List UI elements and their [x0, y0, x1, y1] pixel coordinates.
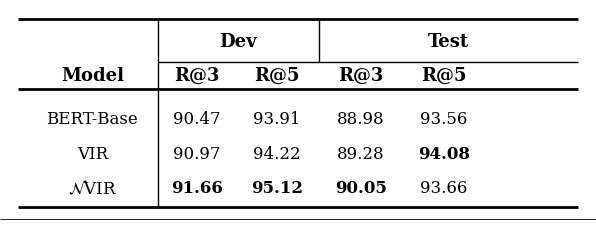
- Text: Test: Test: [428, 33, 469, 51]
- Text: 93.56: 93.56: [420, 111, 468, 128]
- Text: Model: Model: [61, 66, 124, 84]
- Text: 93.91: 93.91: [253, 111, 301, 128]
- Text: 88.98: 88.98: [337, 111, 384, 128]
- Text: BERT-Base: BERT-Base: [46, 111, 138, 128]
- Text: 90.97: 90.97: [173, 146, 221, 163]
- Text: 89.28: 89.28: [337, 146, 384, 163]
- Text: 90.05: 90.05: [334, 179, 387, 196]
- Text: 93.66: 93.66: [420, 179, 468, 196]
- Text: R@5: R@5: [254, 66, 300, 84]
- Text: R@3: R@3: [174, 66, 219, 84]
- Text: $\mathcal{N}$VIR: $\mathcal{N}$VIR: [68, 179, 117, 197]
- Text: VIR: VIR: [77, 146, 108, 163]
- Text: Dev: Dev: [219, 33, 257, 51]
- Text: 95.12: 95.12: [251, 179, 303, 196]
- Text: 90.47: 90.47: [173, 111, 221, 128]
- Text: 94.08: 94.08: [418, 146, 470, 163]
- Text: 94.22: 94.22: [253, 146, 301, 163]
- Text: R@5: R@5: [421, 66, 467, 84]
- Text: 91.66: 91.66: [170, 179, 223, 196]
- Text: R@3: R@3: [338, 66, 383, 84]
